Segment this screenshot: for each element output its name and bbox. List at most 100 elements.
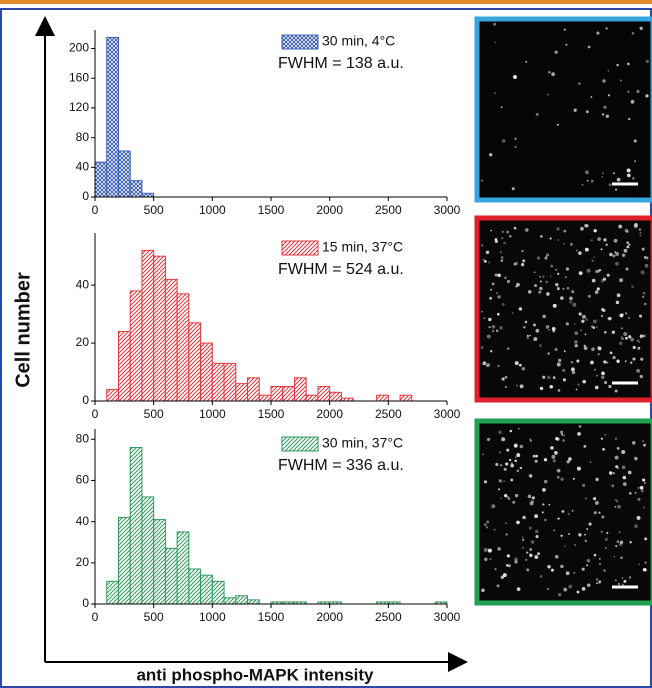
cell xyxy=(491,329,495,333)
cell xyxy=(487,548,492,553)
cell xyxy=(640,357,644,361)
cell xyxy=(526,334,529,337)
cell xyxy=(609,252,613,257)
cell xyxy=(500,256,504,259)
cell xyxy=(551,327,556,331)
x-tick-label: 2500 xyxy=(375,610,402,624)
cell xyxy=(608,183,612,187)
cell xyxy=(638,563,641,566)
cell xyxy=(533,323,536,327)
x-tick-label: 1000 xyxy=(199,610,226,624)
y-tick-label: 80 xyxy=(76,431,90,445)
cell xyxy=(534,514,539,519)
y-tick-label: 20 xyxy=(76,555,90,569)
cell xyxy=(516,520,520,525)
cell xyxy=(639,231,642,234)
cell xyxy=(606,531,609,535)
cell xyxy=(501,437,506,442)
cell xyxy=(535,535,539,539)
cell xyxy=(560,564,564,569)
cell xyxy=(485,526,488,529)
image-15min xyxy=(474,215,652,403)
x-tick-label: 1000 xyxy=(199,203,226,217)
cell xyxy=(628,317,631,320)
cell xyxy=(540,235,543,238)
cell xyxy=(639,485,644,490)
cell xyxy=(601,113,605,116)
bar xyxy=(153,255,166,402)
cell xyxy=(573,323,576,325)
cell xyxy=(482,361,487,366)
cell xyxy=(504,276,507,280)
cell xyxy=(506,554,511,558)
cell xyxy=(605,114,609,118)
cell xyxy=(600,530,603,533)
cell xyxy=(639,374,644,379)
cell xyxy=(629,492,632,495)
cell xyxy=(482,453,484,456)
cell xyxy=(560,430,564,434)
cell xyxy=(490,288,493,291)
cell xyxy=(486,363,490,367)
bar xyxy=(200,574,213,605)
cell xyxy=(539,575,543,578)
cell xyxy=(586,268,591,273)
cell xyxy=(638,340,641,343)
cell xyxy=(563,242,565,245)
x-tick-label: 1000 xyxy=(199,407,226,421)
y-tick-label: 0 xyxy=(82,189,89,203)
cell xyxy=(506,279,511,284)
cell xyxy=(611,330,616,334)
y-tick-label: 40 xyxy=(76,159,90,173)
cell xyxy=(603,569,606,572)
annotation: FWHM = 336 a.u. xyxy=(278,457,404,474)
cell xyxy=(526,551,529,554)
cell xyxy=(630,361,633,364)
bar xyxy=(129,180,143,198)
cell xyxy=(615,252,619,256)
cell xyxy=(626,173,631,178)
bar xyxy=(399,394,413,402)
cell xyxy=(535,529,539,534)
cell xyxy=(604,537,609,541)
cell xyxy=(558,593,562,597)
cell xyxy=(609,351,613,355)
cell xyxy=(571,367,575,372)
cell xyxy=(539,386,544,391)
cell xyxy=(538,290,542,294)
cell xyxy=(616,540,620,543)
cell xyxy=(527,494,532,499)
cell xyxy=(514,227,517,230)
bar xyxy=(247,599,260,605)
cell xyxy=(645,94,649,98)
cell xyxy=(514,459,518,463)
cell xyxy=(590,96,593,98)
cell xyxy=(604,331,607,334)
x-tick-label: 3000 xyxy=(434,407,461,421)
cell xyxy=(521,367,526,371)
cell xyxy=(587,583,591,587)
cell xyxy=(491,504,496,509)
cell xyxy=(557,239,559,241)
cell xyxy=(506,554,510,558)
cell xyxy=(598,268,602,272)
cell xyxy=(502,231,504,233)
cell xyxy=(619,313,624,318)
cell xyxy=(568,457,572,461)
cell xyxy=(494,568,497,571)
cell xyxy=(596,374,599,377)
cell xyxy=(505,522,507,525)
cell xyxy=(609,471,613,475)
cell xyxy=(516,282,520,287)
cell xyxy=(617,504,621,509)
cell xyxy=(488,326,491,329)
cell xyxy=(556,362,561,367)
cell xyxy=(554,347,558,352)
cell xyxy=(542,488,546,492)
cell xyxy=(573,571,576,574)
cell xyxy=(537,256,541,260)
cell xyxy=(601,515,605,519)
cell xyxy=(586,564,589,567)
cell xyxy=(575,388,578,391)
